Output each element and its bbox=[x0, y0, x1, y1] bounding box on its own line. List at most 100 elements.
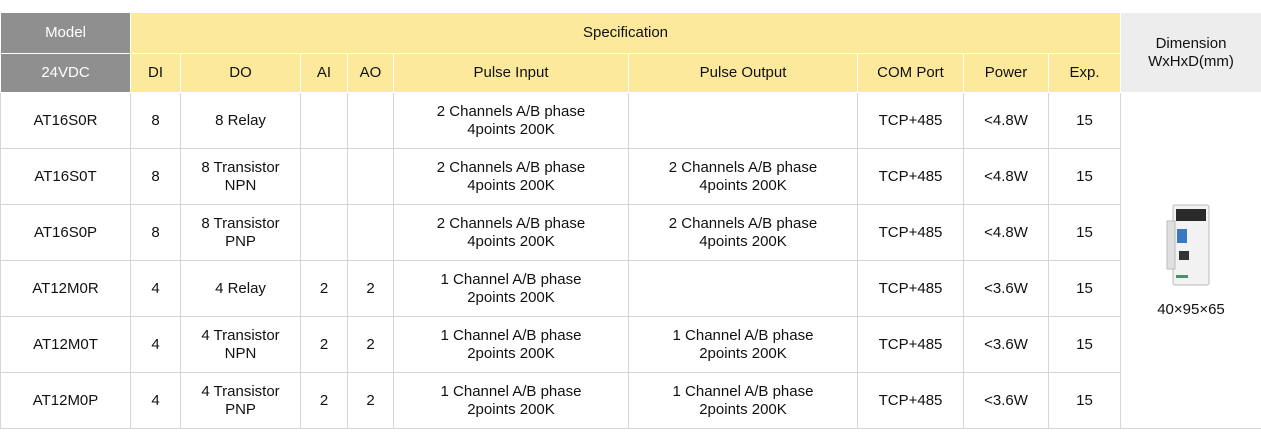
cell: <4.8W bbox=[964, 93, 1049, 149]
cell: 2 bbox=[301, 261, 348, 317]
cell bbox=[301, 93, 348, 149]
column-header: AI bbox=[301, 54, 348, 93]
cell bbox=[629, 261, 858, 317]
cell bbox=[301, 205, 348, 261]
cell: <4.8W bbox=[964, 149, 1049, 205]
cell: 4 Relay bbox=[181, 261, 301, 317]
dimension-cell: 40×95×65 bbox=[1121, 93, 1261, 429]
cell: AT12M0R bbox=[1, 261, 131, 317]
cell-line: PNP bbox=[181, 401, 300, 419]
cell-line: 2points 200K bbox=[394, 345, 628, 363]
cell-line: 2 Channels A/B phase bbox=[394, 103, 628, 121]
column-header: DO bbox=[181, 54, 301, 93]
cell-line: 1 Channel A/B phase bbox=[394, 383, 628, 401]
cell: TCP+485 bbox=[858, 261, 964, 317]
cell: 15 bbox=[1049, 93, 1121, 149]
cell-line: 2 Channels A/B phase bbox=[394, 159, 628, 177]
cell: 8 Relay bbox=[181, 93, 301, 149]
model-header: Model bbox=[1, 13, 131, 54]
cell: AT12M0P bbox=[1, 373, 131, 429]
cell: 8 bbox=[131, 205, 181, 261]
cell-line: NPN bbox=[181, 345, 300, 363]
cell: 8 bbox=[131, 93, 181, 149]
cell: TCP+485 bbox=[858, 317, 964, 373]
cell-line: 4 Transistor bbox=[181, 383, 300, 401]
device-image bbox=[1161, 203, 1221, 287]
page: Model Specification Dimension WxHxD(mm) … bbox=[0, 12, 1261, 447]
cell-line: 8 Relay bbox=[181, 112, 300, 130]
cell: 8 bbox=[131, 149, 181, 205]
cell: 2 bbox=[301, 317, 348, 373]
column-header: AO bbox=[348, 54, 394, 93]
cell: 2 bbox=[348, 261, 394, 317]
cell: 2 bbox=[301, 373, 348, 429]
cell: TCP+485 bbox=[858, 205, 964, 261]
cell: 2 bbox=[348, 317, 394, 373]
cell: <4.8W bbox=[964, 205, 1049, 261]
cell: 4 bbox=[131, 261, 181, 317]
cell: 15 bbox=[1049, 317, 1121, 373]
cell: TCP+485 bbox=[858, 149, 964, 205]
cell-line: 2 Channels A/B phase bbox=[629, 215, 857, 233]
cell-line: 4points 200K bbox=[629, 177, 857, 195]
cell-line: 8 Transistor bbox=[181, 215, 300, 233]
cell: <3.6W bbox=[964, 373, 1049, 429]
cell: AT16S0R bbox=[1, 93, 131, 149]
cell: AT16S0P bbox=[1, 205, 131, 261]
cell-line: 1 Channel A/B phase bbox=[629, 327, 857, 345]
cell bbox=[301, 149, 348, 205]
cell-line: PNP bbox=[181, 233, 300, 251]
cell-line: 4 Transistor bbox=[181, 327, 300, 345]
cell-line: 2points 200K bbox=[629, 401, 857, 419]
cell-line: 4points 200K bbox=[394, 177, 628, 195]
table-body: Model Specification Dimension WxHxD(mm) … bbox=[1, 13, 1261, 429]
cell: 15 bbox=[1049, 261, 1121, 317]
column-header: Power bbox=[964, 54, 1049, 93]
column-header: Exp. bbox=[1049, 54, 1121, 93]
cell-line: 8 Transistor bbox=[181, 159, 300, 177]
cell-line: 1 Channel A/B phase bbox=[394, 271, 628, 289]
spec-table: Model Specification Dimension WxHxD(mm) … bbox=[0, 12, 1261, 429]
cell-line: 1 Channel A/B phase bbox=[394, 327, 628, 345]
cell: AT12M0T bbox=[1, 317, 131, 373]
cell-line: 4points 200K bbox=[394, 233, 628, 251]
column-header: Pulse Input bbox=[394, 54, 629, 93]
column-header: COM Port bbox=[858, 54, 964, 93]
cell-line: 2 Channels A/B phase bbox=[629, 159, 857, 177]
column-header: Pulse Output bbox=[629, 54, 858, 93]
cell-line: 1 Channel A/B phase bbox=[629, 383, 857, 401]
cell: 4 bbox=[131, 317, 181, 373]
cell bbox=[348, 149, 394, 205]
cell: 15 bbox=[1049, 373, 1121, 429]
cell-line: 4points 200K bbox=[394, 121, 628, 139]
cell: TCP+485 bbox=[858, 373, 964, 429]
cell: AT16S0T bbox=[1, 149, 131, 205]
column-header: DI bbox=[131, 54, 181, 93]
cell: 4 bbox=[131, 373, 181, 429]
dimension-header-line: WxHxD(mm) bbox=[1121, 53, 1261, 71]
cell-line: 4points 200K bbox=[629, 233, 857, 251]
cell-line: 2points 200K bbox=[394, 289, 628, 307]
header-row: Model Specification Dimension WxHxD(mm) bbox=[1, 13, 1261, 54]
cell: <3.6W bbox=[964, 317, 1049, 373]
cell: 15 bbox=[1049, 205, 1121, 261]
cell-line: 2 Channels A/B phase bbox=[394, 215, 628, 233]
